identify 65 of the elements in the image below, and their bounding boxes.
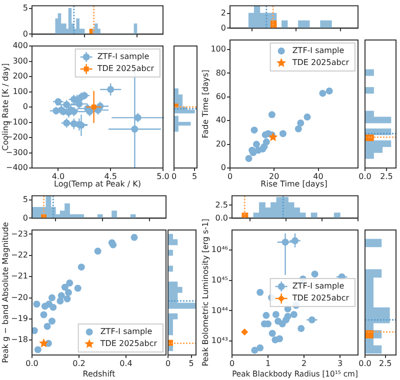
x-tick-label: 0 <box>229 358 235 368</box>
y-tick-label: −400 <box>6 163 28 172</box>
x-tick-label: 4.0 <box>52 172 65 181</box>
y-tick-label: 300 <box>12 56 28 66</box>
y-tick-label: −20 <box>11 292 28 302</box>
legend-label: TDE 2025abcr <box>99 339 158 348</box>
y-tick-label: −23 <box>11 229 28 238</box>
y-tick-label: 200 <box>12 72 28 81</box>
x-tick-label: 0.0 <box>358 358 372 368</box>
y-tick-label: 60 <box>216 92 226 101</box>
x-tick-label: 2 <box>301 358 307 368</box>
y-tick-label: −21 <box>11 272 28 281</box>
x-tick-label: 5 <box>192 172 198 181</box>
y-tick-label: 80 <box>216 68 226 78</box>
y-tick-label: 400 <box>12 41 28 50</box>
y-tick-label: 10⁴³ <box>211 336 228 346</box>
legend-label: ZTF-I sample <box>100 327 152 336</box>
x-tick-label: 0.0 <box>358 172 372 181</box>
y-axis-title: Peak g − band Absolute Magnitude <box>0 222 10 363</box>
y-tick-label: 10⁴⁶ <box>211 244 228 254</box>
y-tick-label: 0 <box>22 213 28 222</box>
y-tick-label: 5 <box>22 3 28 12</box>
x-tick-label: 1 <box>265 358 271 368</box>
y-axis-title: Peak Bolometric Luminosity [erg s-1] <box>200 218 210 366</box>
x-tick-label: 0.4 <box>120 358 132 368</box>
y-tick-label: 100 <box>210 44 226 54</box>
legend-label: ZTF-I sample <box>292 46 344 56</box>
y-tick-label: 0 <box>22 29 28 38</box>
y-tick-label: 0 <box>220 163 226 172</box>
y-tick-label: 10⁴⁵ <box>211 275 228 284</box>
y-axis-title: Fade Time [days] <box>200 70 210 138</box>
y-tick-label: 20 <box>216 139 226 148</box>
x-tick-label: 0.2 <box>72 358 86 368</box>
x-axis-title: Peak Blackbody Radius [10¹⁵ cm] <box>232 369 358 378</box>
x-tick-label: 2.5 <box>380 172 393 181</box>
x-tick-label: 5.0 <box>156 172 170 181</box>
x-tick-label: 5 <box>188 358 194 368</box>
y-tick-label: 0.0 <box>215 213 228 222</box>
x-tick-label: 0 <box>171 172 177 181</box>
legend-label: TDE 2025abcr <box>96 64 155 74</box>
legend-label: TDE 2025abcr <box>291 294 350 303</box>
legend-label: ZTF-I sample <box>97 52 150 62</box>
y-tick-label: 2 <box>220 8 226 18</box>
x-tick-label: 0 <box>165 358 171 368</box>
y-tick-label: 0 <box>220 23 226 32</box>
y-tick-label: −22 <box>11 250 28 260</box>
y-tick-label: 100 <box>12 86 28 96</box>
x-axis-title: Rise Time [days] <box>260 179 328 188</box>
y-tick-label: 5 <box>22 195 28 204</box>
x-axis-title: Redshift <box>82 369 116 378</box>
x-axis-title: Log(Temp at Peak / K) <box>54 179 141 188</box>
x-tick-label: 3 <box>337 358 343 368</box>
y-tick-label: 10⁴⁴ <box>211 306 228 315</box>
y-tick-label: −300 <box>6 148 28 157</box>
x-tick-label: 4.5 <box>104 172 117 181</box>
y-tick-label: 2.5 <box>215 200 228 210</box>
legend-label: TDE 2025abcr <box>291 58 350 68</box>
x-tick-label: 20 <box>269 172 280 181</box>
y-tick-label: 40 <box>216 116 226 125</box>
y-tick-label: 0 <box>22 102 28 112</box>
x-tick-label: 2.5 <box>379 358 392 368</box>
legend-label: ZTF-I sample <box>292 282 344 291</box>
y-tick-label: −18 <box>11 335 28 344</box>
y-tick-label: −19 <box>11 314 28 324</box>
x-tick-label: 40 <box>313 172 324 181</box>
